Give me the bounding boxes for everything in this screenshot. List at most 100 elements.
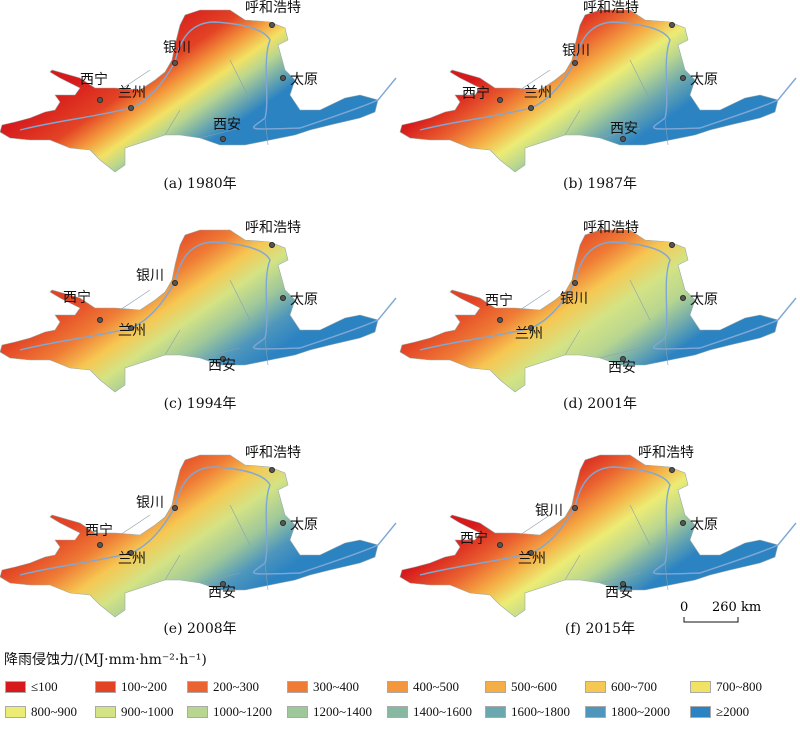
- legend-swatch: [387, 681, 408, 693]
- city-marker: [97, 542, 104, 549]
- city-marker: [619, 580, 626, 587]
- city-marker: [268, 21, 275, 28]
- sub-basin-boundary: [519, 59, 669, 146]
- legend-item: 1600~1800: [485, 704, 570, 720]
- legend-label: 100~200: [121, 679, 168, 694]
- legend-swatch: [690, 706, 711, 718]
- legend-item: 1400~1600: [387, 704, 472, 720]
- scale-distance: 260 km: [712, 600, 761, 615]
- legend-item: 100~200: [95, 679, 167, 695]
- city-label: 银川: [136, 495, 164, 511]
- legend-label: 1200~1400: [313, 704, 373, 719]
- legend-swatch: [5, 706, 26, 718]
- city-label: 西宁: [462, 85, 490, 102]
- city-label: 太原: [290, 72, 318, 88]
- legend-swatch: [187, 706, 208, 718]
- city-marker: [527, 550, 534, 557]
- city-label: 西宁: [85, 522, 113, 539]
- legend-swatch: [95, 681, 116, 693]
- sub-basin-boundary: [119, 279, 269, 366]
- city-marker: [668, 466, 675, 473]
- city-label: 太原: [690, 517, 718, 533]
- city-marker: [219, 355, 226, 362]
- legend-label: 300~400: [313, 679, 360, 694]
- legend-item: 500~600: [485, 679, 557, 695]
- legend-item: 1000~1200: [187, 704, 272, 720]
- basin-region: [399, 454, 779, 618]
- legend-item: 1200~1400: [287, 704, 372, 720]
- sub-basin-boundary: [119, 504, 269, 591]
- city-label: 银川: [163, 40, 191, 56]
- basin-region: [399, 9, 779, 173]
- legend-swatch: [387, 706, 408, 718]
- sub-basin-boundary: [519, 279, 669, 366]
- city-label: 兰州: [118, 323, 146, 339]
- legend-item: 1800~2000: [585, 704, 670, 720]
- city-label: 呼和浩特: [638, 445, 694, 461]
- city-marker: [268, 241, 275, 248]
- legend-swatch: [95, 706, 116, 718]
- city-label: 呼和浩特: [245, 0, 301, 16]
- legend-item: 900~1000: [95, 704, 174, 720]
- city-marker: [527, 325, 534, 332]
- legend-label: 600~700: [611, 679, 658, 694]
- legend-swatch: [690, 681, 711, 693]
- legend-label: ≤100: [31, 679, 58, 694]
- city-marker: [97, 97, 104, 104]
- panel-caption: (b) 1987年: [563, 176, 637, 192]
- scale-bar: 0 260 km: [680, 600, 761, 623]
- panel-caption: (d) 2001年: [563, 396, 637, 412]
- city-label: 太原: [690, 72, 718, 88]
- legend-label: 200~300: [213, 679, 260, 694]
- panel-caption: (e) 2008年: [163, 621, 236, 637]
- scale-zero: 0: [680, 600, 688, 615]
- city-marker: [127, 325, 134, 332]
- city-marker: [668, 21, 675, 28]
- city-marker: [171, 280, 178, 287]
- city-label: 兰州: [118, 85, 146, 101]
- city-marker: [679, 75, 686, 82]
- legend-swatch: [585, 681, 606, 693]
- city-label: 呼和浩特: [245, 445, 301, 461]
- city-marker: [497, 97, 504, 104]
- legend-swatch: [287, 681, 308, 693]
- legend-label: ≥2000: [716, 704, 750, 719]
- legend-swatch: [485, 706, 506, 718]
- legend-swatch: [585, 706, 606, 718]
- legend-swatch: [187, 681, 208, 693]
- city-label: 兰州: [515, 326, 543, 342]
- city-marker: [668, 241, 675, 248]
- city-marker: [497, 542, 504, 549]
- legend-item: 200~300: [187, 679, 259, 695]
- city-label: 兰州: [118, 551, 146, 567]
- city-label: 银川: [560, 291, 588, 307]
- city-label: 西宁: [80, 71, 108, 88]
- city-label: 银川: [562, 43, 590, 59]
- city-marker: [268, 466, 275, 473]
- legend-label: 1600~1800: [511, 704, 571, 719]
- legend-item: ≥2000: [690, 704, 749, 720]
- city-marker: [527, 105, 534, 112]
- city-marker: [571, 505, 578, 512]
- city-label: 西安: [208, 358, 236, 374]
- city-label: 西宁: [63, 289, 91, 306]
- panel-caption: (a) 1980年: [163, 176, 236, 192]
- legend-item: 700~800: [690, 679, 762, 695]
- city-label: 呼和浩特: [583, 220, 639, 236]
- city-marker: [97, 317, 104, 324]
- sub-basin-boundary: [119, 59, 269, 146]
- legend-item: 600~700: [585, 679, 657, 695]
- city-marker: [571, 280, 578, 287]
- panel-caption: (c) 1994年: [164, 396, 237, 412]
- legend-label: 1000~1200: [213, 704, 273, 719]
- legend-label: 400~500: [413, 679, 460, 694]
- city-marker: [679, 520, 686, 527]
- city-label: 太原: [290, 517, 318, 533]
